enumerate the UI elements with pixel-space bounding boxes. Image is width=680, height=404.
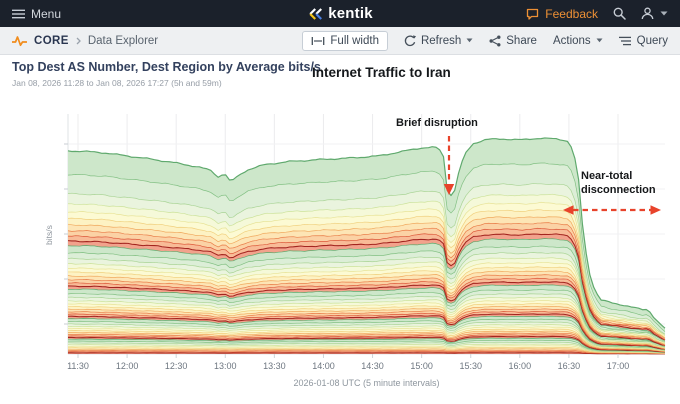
breadcrumb: CORE Data Explorer [12, 35, 158, 47]
query-button[interactable]: Query [618, 34, 668, 47]
svg-text:15:00: 15:00 [410, 361, 433, 371]
chart-headline: Internet Traffic to Iran [312, 65, 451, 80]
svg-text:16:30: 16:30 [558, 361, 581, 371]
sub-toolbar: CORE Data Explorer Full width R [0, 27, 680, 55]
svg-text:12:00: 12:00 [116, 361, 139, 371]
brief-disruption-arrow-down-icon [443, 136, 455, 195]
svg-text:17:00: 17:00 [607, 361, 630, 371]
annotation-near-total-disconnection: Near-total disconnection [581, 170, 656, 196]
chart-title: Top Dest AS Number, Dest Region by Avera… [12, 60, 321, 74]
chart-time-range: Jan 08, 2026 11:28 to Jan 08, 2026 17:27… [12, 78, 222, 88]
activity-pulse-icon [12, 35, 27, 46]
search-button[interactable] [613, 7, 626, 20]
annotation-brief-disruption: Brief disruption [396, 117, 478, 129]
svg-text:15:30: 15:30 [459, 361, 482, 371]
top-nav-bar: Menu kentik Feedback [0, 0, 680, 27]
kentik-logo[interactable]: kentik [307, 0, 373, 27]
breadcrumb-page[interactable]: Data Explorer [87, 34, 159, 47]
query-list-icon [618, 36, 631, 45]
full-width-icon [312, 36, 325, 45]
hamburger-icon [12, 9, 25, 18]
brand-text: kentik [328, 5, 373, 22]
search-icon [613, 7, 626, 20]
feedback-label: Feedback [545, 6, 598, 21]
caret-down-icon [660, 11, 668, 16]
user-icon [641, 7, 654, 20]
near-total-arrow-horizontal-icon [563, 205, 661, 215]
y-axis-label: bits/s [44, 225, 54, 245]
refresh-icon [404, 34, 416, 46]
menu-button[interactable]: Menu [12, 7, 61, 21]
svg-text:11:30: 11:30 [67, 361, 89, 371]
refresh-button[interactable]: Refresh [404, 35, 473, 47]
actions-caret-icon [596, 38, 603, 43]
svg-text:12:30: 12:30 [165, 361, 188, 371]
kentik-logo-icon [309, 7, 322, 20]
user-menu-button[interactable] [641, 7, 668, 20]
svg-text:14:30: 14:30 [361, 361, 384, 371]
refresh-label: Refresh [420, 34, 462, 47]
menu-label: Menu [31, 6, 62, 21]
svg-text:2026-01-08 UTC (5 minute inter: 2026-01-08 UTC (5 minute intervals) [293, 378, 439, 388]
actions-label: Actions [552, 34, 591, 47]
main-content: Top Dest AS Number, Dest Region by Avera… [0, 55, 680, 404]
svg-text:13:00: 13:00 [214, 361, 237, 371]
svg-text:16:00: 16:00 [509, 361, 532, 371]
svg-text:13:30: 13:30 [263, 361, 286, 371]
query-label: Query [636, 34, 668, 47]
breadcrumb-chevron-icon [76, 37, 81, 44]
breadcrumb-section[interactable]: CORE [34, 34, 69, 47]
full-width-label: Full width [330, 34, 379, 47]
share-button[interactable]: Share [489, 35, 537, 47]
full-width-button[interactable]: Full width [302, 30, 388, 51]
stacked-area-chart[interactable]: 11:30 12:00 12:30 13:00 13:30 14:00 14:30 15:00… [60, 112, 666, 402]
refresh-caret-icon [466, 38, 473, 43]
share-icon [489, 35, 501, 46]
feedback-button[interactable]: Feedback [526, 7, 598, 21]
svg-text:14:00: 14:00 [312, 361, 335, 371]
actions-button[interactable]: Actions [553, 35, 603, 47]
feedback-bubble-icon [527, 8, 539, 20]
share-label: Share [506, 34, 537, 47]
